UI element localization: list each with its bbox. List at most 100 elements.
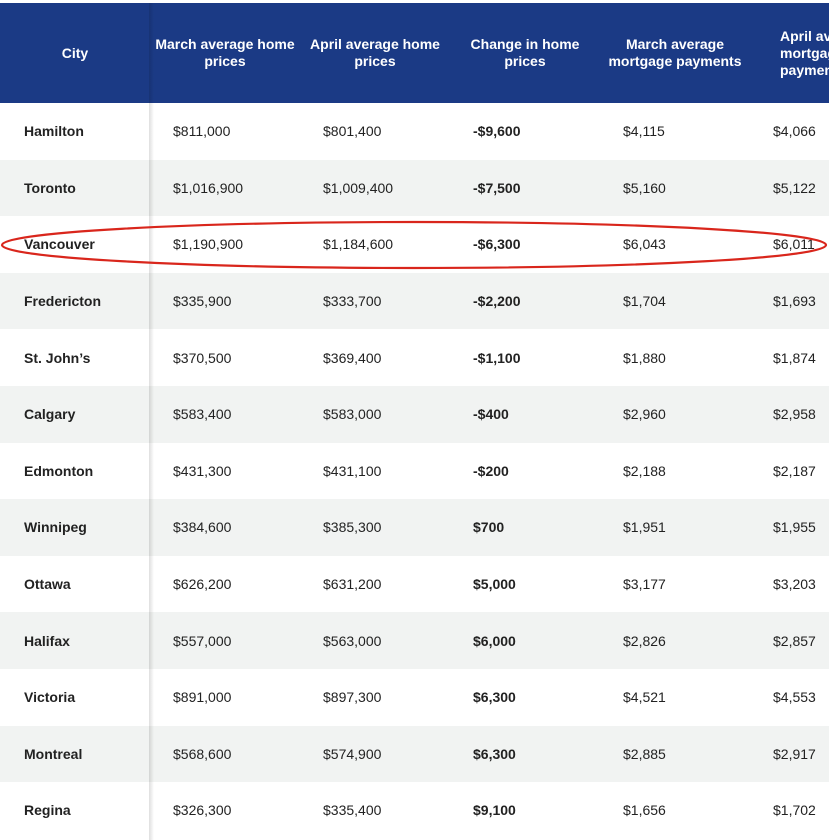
cell-april-price: $1,184,600 [323, 236, 394, 253]
cell-april-payment: $5,122 [773, 179, 816, 196]
cell-city: Toronto [24, 179, 76, 196]
header-march-payment[interactable]: March average mortgage payments [608, 36, 742, 69]
cell-city: Regina [24, 802, 71, 819]
table-row: Fredericton $335,900 $333,700 -$2,200 $1,704… [0, 272, 829, 330]
cell-march-price: $811,000 [173, 123, 231, 140]
cell-city: Edmonton [24, 462, 94, 479]
cell-april-price: $333,700 [323, 293, 382, 310]
cell-april-price: $801,400 [323, 123, 382, 140]
cell-march-payment: $1,656 [623, 802, 666, 819]
cell-change: -$7,500 [473, 179, 521, 196]
cell-change: $6,000 [473, 632, 516, 649]
table-row: Halifax $557,000 $563,000 $6,000 $2,826 $2,85… [0, 612, 829, 669]
cell-change: $5,000 [473, 576, 516, 593]
cell-city: Fredericton [24, 293, 102, 310]
table-header: City March average home prices April ave… [0, 3, 829, 103]
cell-change: $700 [473, 519, 505, 536]
cell-april-price: $335,400 [323, 802, 382, 819]
cell-city: Ottawa [24, 576, 71, 593]
cell-city: Montreal [24, 745, 83, 762]
cell-change: -$6,300 [473, 236, 521, 253]
cell-march-price: $335,900 [173, 293, 232, 310]
cell-april-price: $431,100 [323, 462, 382, 479]
table-row: Regina $326,300 $335,400 $9,100 $1,656 $1,702 [0, 782, 829, 839]
cell-city: Winnipeg [24, 519, 87, 536]
table-row: Winnipeg $384,600 $385,300 $700 $1,951 $1,955 [0, 499, 829, 556]
cell-april-payment: $4,066 [773, 123, 816, 140]
cell-change: -$400 [473, 406, 509, 423]
cell-april-payment: $2,958 [773, 406, 816, 423]
cell-april-price: $583,000 [323, 406, 382, 423]
table-body: Hamilton $811,000 $801,400 -$9,600 $4,115 $4,… [0, 103, 829, 839]
cell-march-price: $1,190,900 [173, 236, 244, 253]
cell-change: $9,100 [473, 802, 516, 819]
cell-march-price: $370,500 [173, 349, 232, 366]
table-row: Calgary $583,400 $583,000 -$400 $2,960 $2,958 [0, 385, 829, 443]
cell-march-payment: $1,704 [623, 293, 666, 310]
cell-april-price: $631,200 [323, 576, 382, 593]
cell-march-payment: $1,951 [623, 519, 666, 536]
cell-april-price: $897,300 [323, 689, 382, 706]
header-city[interactable]: City [61, 44, 89, 61]
price-table: City March average home prices April ave… [0, 3, 829, 839]
table-row: Ottawa $626,200 $631,200 $5,000 $3,177 $3,203 [0, 555, 829, 613]
table-row: Toronto $1,016,900 $1,009,400 -$7,500 $5,160… [0, 159, 829, 217]
cell-april-payment: $2,857 [773, 632, 816, 649]
table-row: Montreal $568,600 $574,900 $6,300 $2,885 $2,9… [0, 725, 829, 783]
cell-march-payment: $4,115 [623, 123, 665, 140]
cell-march-payment: $2,826 [623, 632, 666, 649]
cell-change: -$1,100 [473, 349, 521, 366]
cell-march-price: $1,016,900 [173, 179, 244, 196]
header-change[interactable]: Change in home prices [470, 36, 580, 69]
cell-march-payment: $4,521 [623, 689, 666, 706]
cell-city: St. John’s [24, 349, 91, 366]
table-row: Edmonton $431,300 $431,100 -$200 $2,188 $2,18… [0, 442, 829, 500]
cell-march-price: $384,600 [173, 519, 232, 536]
cell-change: $6,300 [473, 689, 516, 706]
cell-change: -$9,600 [473, 123, 521, 140]
table-row: Vancouver $1,190,900 $1,184,600 -$6,300 $6,0… [0, 216, 829, 273]
cell-march-payment: $2,960 [623, 406, 666, 423]
cell-april-payment: $2,187 [773, 462, 816, 479]
cell-april-price: $369,400 [323, 349, 382, 366]
table-row: St. John’s $370,500 $369,400 -$1,100 $1,880 $… [0, 329, 829, 386]
cell-april-payment: $4,553 [773, 689, 816, 706]
cell-april-payment: $3,203 [773, 576, 816, 593]
cell-march-price: $557,000 [173, 632, 232, 649]
cell-march-price: $891,000 [173, 689, 232, 706]
cell-april-price: $563,000 [323, 632, 382, 649]
cell-april-payment: $1,874 [773, 349, 816, 366]
cell-april-payment: $6,011 [773, 236, 815, 253]
cell-april-price: $385,300 [323, 519, 382, 536]
cell-march-price: $583,400 [173, 406, 232, 423]
cell-city: Hamilton [24, 123, 84, 140]
cell-city: Halifax [24, 632, 70, 649]
cell-april-payment: $2,917 [773, 745, 816, 762]
cell-april-payment: $1,702 [773, 802, 816, 819]
cell-march-payment: $5,160 [623, 179, 666, 196]
cell-city: Vancouver [24, 236, 95, 253]
cell-march-price: $326,300 [173, 802, 232, 819]
cell-april-payment: $1,955 [773, 519, 816, 536]
cell-march-payment: $1,880 [623, 349, 666, 366]
cell-march-payment: $2,885 [623, 745, 666, 762]
cell-city: Calgary [24, 406, 76, 423]
cell-march-price: $626,200 [173, 576, 232, 593]
cell-change: -$2,200 [473, 293, 521, 310]
cell-april-price: $574,900 [323, 745, 382, 762]
cell-march-price: $431,300 [173, 462, 232, 479]
cell-april-price: $1,009,400 [323, 179, 394, 196]
header-april-payment[interactable]: April average mortgage payments [780, 27, 829, 78]
cell-march-payment: $2,188 [623, 462, 666, 479]
header-march-price[interactable]: March average home prices [155, 36, 295, 69]
cell-march-payment: $3,177 [623, 576, 666, 593]
cell-april-payment: $1,693 [773, 293, 816, 310]
header-april-price[interactable]: April average home prices [310, 36, 440, 69]
table-row: Victoria $891,000 $897,300 $6,300 $4,521 $4,5… [0, 668, 829, 726]
cell-change: -$200 [473, 462, 509, 479]
table-row: Hamilton $811,000 $801,400 -$9,600 $4,115 $4,… [0, 103, 829, 160]
cell-march-payment: $6,043 [623, 236, 666, 253]
cell-city: Victoria [24, 689, 76, 706]
cell-change: $6,300 [473, 745, 516, 762]
